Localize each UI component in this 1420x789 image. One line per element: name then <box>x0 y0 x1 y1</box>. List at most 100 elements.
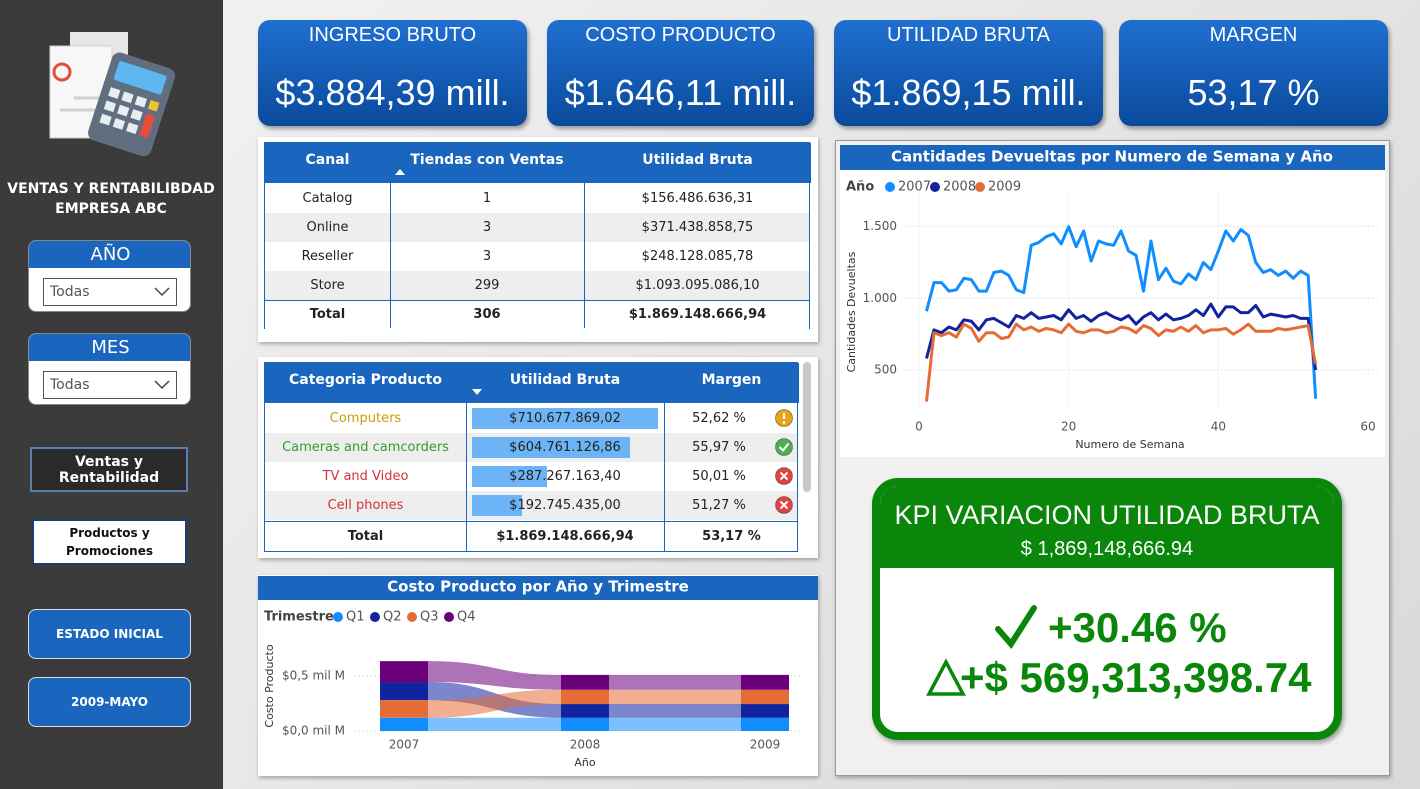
key <box>117 104 130 117</box>
bookmark-button[interactable]: 2009-MAYO <box>28 677 191 727</box>
slicer[interactable]: MES Todas <box>28 333 191 405</box>
kpi-header <box>880 486 1334 568</box>
chart-title-bar <box>258 576 818 600</box>
kpi-value: 53,17 % <box>1187 72 1320 113</box>
slicer-dropdown[interactable]: Todas <box>43 278 177 306</box>
utilidad-cell: $604.761.126,86 <box>509 440 621 455</box>
key <box>108 87 121 99</box>
icon-glyph <box>778 442 790 453</box>
chevron-line <box>154 287 170 297</box>
calculator-icon <box>49 32 176 157</box>
slicer[interactable]: AÑO Todas <box>28 240 191 312</box>
data-bar <box>472 466 548 487</box>
nav-button[interactable]: Productos y Promociones <box>32 519 187 565</box>
table-cell: 3 <box>482 220 492 235</box>
key <box>103 100 117 113</box>
slicer-value: Todas <box>50 377 90 393</box>
kpi-value: $1.646,11 mill. <box>564 72 797 113</box>
key <box>130 109 143 121</box>
chevron-line <box>154 380 170 390</box>
kpi-icons <box>926 605 1037 696</box>
sidebar-title: VENTAS Y RENTABILIBDAD EMPRESA ABC <box>7 181 215 217</box>
column-header: Categoria Producto <box>289 372 442 388</box>
column-header: Utilidad Bruta <box>642 152 753 168</box>
kpi-title: MARGEN <box>1209 24 1298 46</box>
category-name: TV and Video <box>322 469 409 484</box>
calculator <box>88 52 176 157</box>
category-name: Cell phones <box>327 498 404 513</box>
chart-area <box>840 145 1385 457</box>
slicer-dropdown[interactable]: Todas <box>43 371 177 399</box>
scrollbar[interactable] <box>803 362 811 492</box>
data-bar <box>472 408 658 429</box>
column-header: Margen <box>701 372 762 388</box>
category-name: Cameras and camcorders <box>282 440 449 455</box>
chevron <box>154 287 170 297</box>
table-cell: 3 <box>482 249 492 264</box>
column-divider <box>466 363 467 551</box>
key <box>121 91 134 104</box>
total-cell: 53,17 % <box>702 528 761 544</box>
table-cell: 299 <box>474 278 500 293</box>
bookmark-button[interactable]: ESTADO INICIAL <box>28 609 191 659</box>
kpi-variacion-subtitle: $ 1,869,148,666.94 <box>1020 538 1194 560</box>
status-icon <box>775 467 793 485</box>
table-row <box>265 271 809 300</box>
chevron <box>154 380 170 390</box>
status-icon <box>775 496 793 514</box>
slicer-header: AÑO <box>29 241 190 268</box>
utilidad-cell: $287.267.163,40 <box>509 469 621 484</box>
total-cell: $1.869.148.666,94 <box>628 307 767 322</box>
table-cell: $156.486.636,31 <box>641 191 754 206</box>
kpi-card: INGRESO BRUTO $3.884,39 mill. <box>258 20 527 126</box>
key <box>148 100 160 112</box>
sidebar: VENTAS Y RENTABILIBDAD EMPRESA ABC AÑO To… <box>0 0 223 789</box>
icon-glyph <box>782 421 786 424</box>
kpi-card: UTILIDAD BRUTA $1.869,15 mill. <box>834 20 1103 126</box>
table-cell: $371.438.858,75 <box>641 220 754 235</box>
kpi-title: INGRESO BRUTO <box>308 24 477 46</box>
kpi-value: $3.884,39 mill. <box>275 72 510 113</box>
key <box>112 118 126 130</box>
table-cell: $248.128.085,78 <box>641 249 754 264</box>
chart-title-bar <box>840 145 1385 170</box>
table-cell: Reseller <box>301 249 354 264</box>
kpi-title: COSTO PRODUCTO <box>585 24 776 46</box>
table-cell: 1 <box>482 191 492 206</box>
sort-arrow <box>395 169 405 175</box>
column-divider <box>664 363 665 551</box>
icon-circle <box>775 438 793 456</box>
table-row <box>265 242 809 271</box>
margen-cell: 50,01 % <box>692 469 746 484</box>
table-header <box>265 143 811 183</box>
table-header <box>265 363 799 403</box>
column-divider <box>584 143 585 328</box>
column-header: Canal <box>305 152 350 168</box>
column-header: Utilidad Bruta <box>509 372 621 388</box>
icon-glyph <box>779 471 789 481</box>
nav-button-active[interactable]: Ventas y Rentabilidad <box>30 447 188 492</box>
margen-cell: 55,97 % <box>692 440 746 455</box>
status-icon <box>775 438 793 456</box>
total-row <box>265 300 809 329</box>
kpi-variacion-title: KPI VARIACION UTILIDAD BRUTA <box>894 500 1320 530</box>
table-cell: Store <box>310 278 345 293</box>
kpi-card: MARGEN 53,17 % <box>1119 20 1388 126</box>
categoria-table: Categoria Producto Utilidad Bruta Margen Co… <box>264 362 799 552</box>
margen-cell: 51,27 % <box>692 498 746 513</box>
total-cell: Total <box>347 528 384 544</box>
icon-glyph <box>779 500 789 510</box>
total-cell: Total <box>309 307 346 322</box>
total-cell: $1.869.148.666,94 <box>496 528 634 544</box>
utilidad-cell: $710.677.869,02 <box>509 411 621 426</box>
table-row <box>265 184 809 213</box>
check-icon <box>995 605 1037 650</box>
sort-arrow <box>472 389 482 395</box>
key <box>139 113 156 139</box>
calculator-keys <box>99 87 148 135</box>
column-header: Tiendas con Ventas <box>410 152 564 168</box>
delta-icon <box>926 658 966 696</box>
table-row <box>265 491 797 520</box>
